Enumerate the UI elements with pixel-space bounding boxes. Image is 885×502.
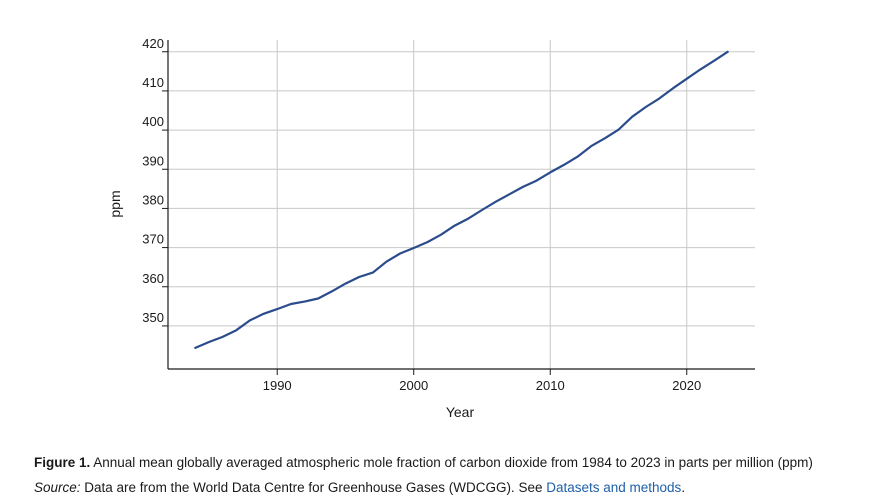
source-end: . [681,480,686,495]
x-tick-label-2000: 2000 [399,378,428,393]
y-tick-label-380: 380 [142,192,164,207]
y-tick-label-420: 420 [142,36,164,51]
figure-label: Figure 1. [34,455,91,470]
source-note: Source: Data are from the World Data Cen… [34,479,685,497]
x-tick-label-1990: 1990 [263,378,292,393]
axes [162,40,755,375]
y-tick-label-410: 410 [142,75,164,90]
x-tick-label-2020: 2020 [672,378,701,393]
gridlines [168,40,755,369]
co2-line-chart: 350 360 370 380 390 400 410 420 1990 2000 2010 2020… [107,36,755,420]
y-tick-label-360: 360 [142,271,164,286]
datasets-and-methods-link[interactable]: Datasets and methods [546,480,682,495]
figure-caption-text: Annual mean globally averaged atmospheri… [90,455,813,470]
figure-caption: Figure 1. Annual mean globally averaged … [34,454,813,472]
y-axis-title: ppm [107,190,123,217]
series-line-0 [194,50,729,349]
series-group [194,50,729,349]
y-tick-label-390: 390 [142,153,164,168]
source-text: Data are from the World Data Centre for … [80,480,547,495]
source-label: Source: [34,480,81,495]
tick-labels: 350 360 370 380 390 400 410 420 1990 2000 2010 2020 [142,36,701,393]
y-tick-label-400: 400 [142,114,164,129]
y-tick-label-370: 370 [142,232,164,247]
x-tick-label-2010: 2010 [536,378,565,393]
x-axis-title: Year [446,404,475,420]
y-tick-label-350: 350 [142,310,164,325]
